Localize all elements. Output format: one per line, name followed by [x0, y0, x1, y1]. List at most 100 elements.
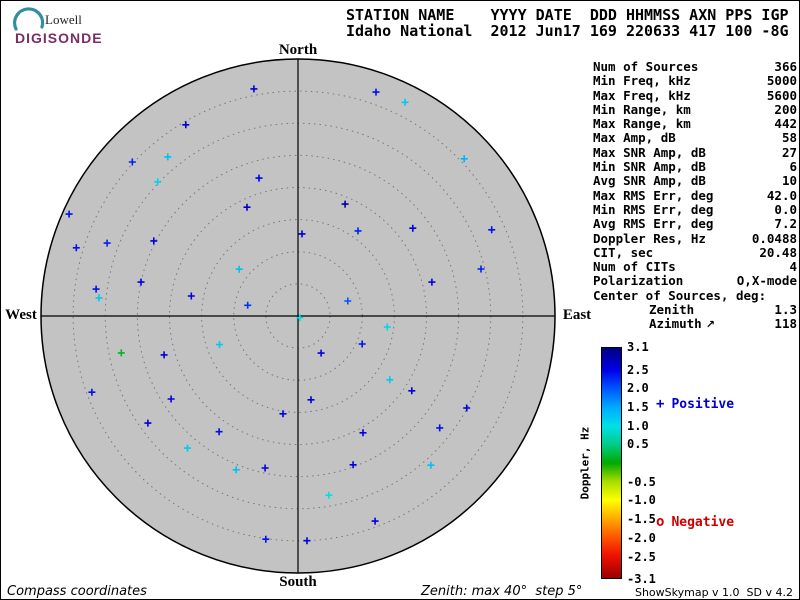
info-value: 20.48 — [759, 244, 797, 260]
skymap-source-point — [184, 444, 191, 452]
version-label: ShowSkymap v 1.0 SD v 4.2 — [634, 586, 793, 599]
skymap-source-point — [341, 200, 349, 208]
skymap-source-point — [182, 121, 190, 129]
info-value: 118 — [774, 316, 797, 332]
skymap-source-point — [167, 395, 175, 403]
skymap-source-point — [371, 517, 379, 525]
info-label: Max Range, km — [593, 116, 691, 132]
skymap-source-point — [216, 341, 223, 349]
colorbar-tick-label: 1.5 — [627, 399, 649, 414]
info-value: 366 — [774, 59, 797, 74]
info-label: CIT, sec — [593, 244, 654, 260]
skymap-source-point — [243, 203, 251, 211]
plus-marker-icon: + — [656, 396, 665, 412]
colorbar-tick-label: 2.5 — [627, 362, 649, 377]
info-value: 27 — [781, 144, 797, 160]
info-value: 4 — [789, 259, 797, 275]
skymap-source-point — [358, 340, 366, 348]
circle-marker-icon: o — [656, 514, 665, 530]
skymap-source-point — [325, 491, 333, 499]
skymap-source-point — [477, 265, 485, 273]
info-row: Doppler Res, Hz 0.0488 — [593, 230, 797, 246]
info-label: Avg RMS Err, deg — [593, 216, 714, 232]
doppler-colorbar: Doppler, Hz 3.1 2.5 2.0 1.5 1.0 0.5 -0.5 -1.0 -1… — [561, 337, 701, 597]
colorbar-tick-label: -1.0 — [627, 493, 656, 508]
skymap-source-point — [235, 265, 243, 273]
colorbar-tick-label: -1.5 — [627, 512, 656, 527]
skymap-source-point — [262, 535, 270, 543]
info-row: Min Freq, kHz 5000 — [593, 73, 797, 89]
skymap-source-point — [154, 178, 162, 186]
info-row: Num of CITs 4 — [593, 259, 797, 275]
skymap-source-point — [428, 278, 436, 286]
info-row: Zenith 1.3 — [593, 302, 797, 318]
info-value: 200 — [774, 101, 797, 117]
info-row: Avg RMS Err, deg 7.2 — [593, 216, 797, 232]
skymap-source-point — [409, 224, 417, 232]
skymap-source-point — [88, 388, 96, 396]
colorbar-tick-label: -0.5 — [627, 474, 656, 489]
info-value: 0.0 — [774, 201, 797, 217]
skymap-source-point — [215, 428, 223, 436]
info-row: Max Amp, dB 58 — [593, 130, 797, 146]
info-row: Max SNR Amp, dB 27 — [593, 144, 797, 160]
info-row: CIT, sec 20.48 — [593, 244, 797, 260]
compass-label-south: South — [279, 574, 317, 590]
skymap-source-point — [372, 88, 380, 96]
skymap-source-point — [401, 98, 409, 106]
info-row: Min SNR Amp, dB 6 — [593, 159, 797, 175]
compass-label-north: North — [278, 42, 318, 58]
legend-negative-label: Negative — [671, 515, 735, 530]
skymap-source-point — [255, 174, 263, 182]
info-value: 442 — [774, 116, 797, 132]
skymap-source-point — [344, 297, 352, 305]
colorbar-tick-label: 3.1 — [627, 340, 649, 354]
skymap-source-point — [103, 239, 111, 247]
info-label: Center of Sources, deg: — [593, 287, 767, 303]
skymap-source-point — [359, 429, 367, 437]
colorbar-gradient — [601, 347, 622, 579]
skymap-source-point — [463, 404, 471, 412]
colorbar-title: Doppler, Hz — [578, 426, 592, 500]
info-label: Num of CITs — [593, 259, 676, 275]
coordinates-mode-label: Compass coordinates — [7, 584, 147, 599]
info-row: Azimuth ↗ 118 — [593, 316, 797, 332]
info-row: Max Range, km 442 — [593, 116, 797, 132]
info-row: Polarization O,X-mode — [593, 273, 797, 288]
info-value: 58 — [781, 130, 797, 146]
info-value: 5600 — [766, 87, 797, 103]
info-value: 5000 — [766, 73, 797, 89]
skymap-source-point — [279, 410, 287, 418]
lowell-swoosh-icon — [13, 7, 45, 31]
zenith-scale-label: Zenith: max 40° step 5° — [421, 584, 583, 599]
skymap-source-point — [436, 424, 444, 432]
skymap-source-point — [244, 301, 252, 309]
colorbar-tick-label: 1.0 — [627, 418, 649, 433]
lowell-digisonde-logo: Lowell DIGISONDE — [9, 5, 149, 51]
skymap-source-point — [72, 244, 80, 252]
compass-label-east: East — [562, 307, 592, 323]
info-label: Min SNR Amp, dB — [593, 159, 706, 175]
info-label: Min Range, km — [593, 101, 691, 117]
skymap-source-point — [128, 158, 136, 166]
skymap-source-point — [298, 230, 306, 238]
skymap-source-point — [144, 419, 152, 427]
skymap-source-point — [296, 314, 304, 322]
skymap-source-point — [460, 155, 468, 163]
skymap-plot — [40, 58, 556, 574]
logo-digisonde-text: DIGISONDE — [15, 30, 103, 46]
info-label: Avg SNR Amp, dB — [593, 173, 706, 189]
info-label: Max RMS Err, deg — [593, 187, 714, 203]
info-label: Num of Sources — [593, 59, 699, 74]
info-row: Center of Sources, deg: — [593, 287, 797, 303]
info-value: 42.0 — [766, 187, 797, 203]
info-label: Azimuth — [649, 316, 702, 332]
info-label: Min RMS Err, deg — [593, 201, 714, 217]
header-column-titles: STATION NAME YYYY DATE DDD HHMMSS AXN PP… — [346, 6, 789, 24]
info-label: Doppler Res, Hz — [593, 230, 706, 246]
azimuth-direction-icon: ↗ — [705, 318, 715, 332]
skymap-source-point — [160, 351, 168, 359]
info-label: Zenith — [649, 302, 695, 318]
colorbar-tick-label: -2.5 — [627, 549, 656, 564]
info-label: Min Freq, kHz — [593, 73, 691, 89]
